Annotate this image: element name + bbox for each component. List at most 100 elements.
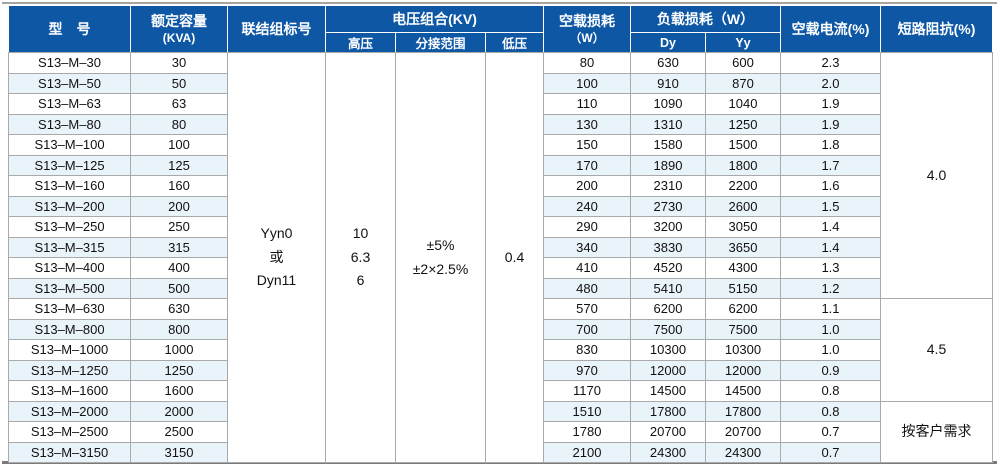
- cell-load-loss-dy: 1890: [630, 154, 706, 176]
- table-row: S13–M–2000 2000 1510 17800 17800 0.8 按客户…: [8, 400, 993, 463]
- cell-load-loss-yy: 2200: [705, 175, 781, 197]
- header-capacity-line1: 额定容量: [151, 13, 207, 30]
- cell-load-loss-dy: 5410: [630, 277, 706, 299]
- cell-noload-loss: 410: [543, 257, 631, 279]
- table-row: S13–M–63 63 110 1090 1040 1.9: [8, 93, 993, 115]
- cell-capacity: 630: [130, 298, 228, 320]
- cell-noload-current: 1.1: [780, 298, 881, 320]
- cell-noload-current: 1.8: [780, 134, 881, 156]
- table-body: S13–M–30 30 Yyn0 或 Dyn11 10 6.3 6 ±5% ±2…: [8, 52, 993, 463]
- cell-model: S13–M–2000: [8, 400, 131, 422]
- cell-load-loss-yy: 5150: [705, 277, 781, 299]
- cell-connection-group: Yyn0 或 Dyn11: [227, 52, 326, 463]
- cell-capacity: 30: [130, 52, 228, 74]
- cell-model: S13–M–30: [8, 52, 131, 74]
- header-noload-loss-line1: 空载损耗: [559, 13, 615, 30]
- cell-load-loss-yy: 4300: [705, 257, 781, 279]
- cell-load-loss-yy: 7500: [705, 318, 781, 340]
- cell-load-loss-dy: 2310: [630, 175, 706, 197]
- cell-noload-loss: 130: [543, 113, 631, 135]
- header-row-1: 型 号 额定容量 (KVA) 联结组标号 电压组合(KV) 空载损耗 （W） 负…: [8, 5, 993, 53]
- cell-capacity: 1000: [130, 339, 228, 361]
- header-tap-range: 分接范围: [395, 32, 486, 53]
- cell-noload-loss: 200: [543, 175, 631, 197]
- cell-load-loss-dy: 3830: [630, 236, 706, 258]
- cell-capacity: 100: [130, 134, 228, 156]
- cell-noload-current: 0.9: [780, 359, 881, 381]
- header-load-loss-dy: Dy: [630, 32, 706, 53]
- cell-high-voltage: 10 6.3 6: [325, 52, 396, 463]
- cell-noload-current: 2.3: [780, 52, 881, 74]
- cell-model: S13–M–2500: [8, 421, 131, 443]
- cell-load-loss-yy: 3650: [705, 236, 781, 258]
- cell-load-loss-dy: 20700: [630, 421, 706, 443]
- cell-tap-range: ±5% ±2×2.5%: [395, 52, 486, 463]
- cell-load-loss-yy: 1040: [705, 93, 781, 115]
- cell-capacity: 500: [130, 277, 228, 299]
- cell-noload-current: 0.7: [780, 441, 881, 463]
- cell-noload-loss: 100: [543, 72, 631, 94]
- cell-capacity: 200: [130, 195, 228, 217]
- cell-load-loss-dy: 1310: [630, 113, 706, 135]
- cell-model: S13–M–315: [8, 236, 131, 258]
- cell-noload-current: 1.2: [780, 277, 881, 299]
- cell-noload-loss: 80: [543, 52, 631, 74]
- table-bottom-border: [2, 461, 997, 464]
- cell-load-loss-dy: 910: [630, 72, 706, 94]
- cell-model: S13–M–200: [8, 195, 131, 217]
- cell-capacity: 315: [130, 236, 228, 258]
- header-model: 型 号: [8, 5, 131, 53]
- cell-noload-loss: 970: [543, 359, 631, 381]
- cell-model: S13–M–63: [8, 93, 131, 115]
- cell-capacity: 800: [130, 318, 228, 340]
- cell-noload-current: 1.9: [780, 113, 881, 135]
- cell-model: S13–M–800: [8, 318, 131, 340]
- header-connection-group: 联结组标号: [227, 5, 326, 53]
- cell-load-loss-yy: 14500: [705, 380, 781, 402]
- cell-load-loss-dy: 630: [630, 52, 706, 74]
- cell-load-loss-dy: 3200: [630, 216, 706, 238]
- cell-capacity: 250: [130, 216, 228, 238]
- cell-noload-loss: 240: [543, 195, 631, 217]
- cell-impedance-group-1: 4.0: [880, 52, 993, 299]
- table-row: S13–M–1000 1000 830 10300 10300 1.0: [8, 339, 993, 361]
- cell-load-loss-yy: 10300: [705, 339, 781, 361]
- header-noload-loss-line2: （W）: [569, 31, 605, 46]
- table-row: S13–M–250 250 290 3200 3050 1.4: [8, 216, 993, 238]
- cell-noload-loss: 830: [543, 339, 631, 361]
- header-capacity-line2: (KVA): [162, 31, 196, 46]
- cell-load-loss-yy: 600: [705, 52, 781, 74]
- cell-noload-loss: 570: [543, 298, 631, 320]
- cell-model: S13–M–80: [8, 113, 131, 135]
- cell-model: S13–M–500: [8, 277, 131, 299]
- cell-model: S13–M–1600: [8, 380, 131, 402]
- cell-noload-loss: 290: [543, 216, 631, 238]
- cell-noload-loss: 150: [543, 134, 631, 156]
- cell-load-loss-dy: 24300: [630, 441, 706, 463]
- cell-noload-loss: 1510: [543, 400, 631, 422]
- cell-noload-current: 1.5: [780, 195, 881, 217]
- cell-noload-current: 0.8: [780, 400, 881, 422]
- cell-noload-current: 1.9: [780, 93, 881, 115]
- header-load-loss: 负载损耗（W）: [630, 5, 781, 33]
- cell-capacity: 400: [130, 257, 228, 279]
- header-noload-current: 空载电流(%): [780, 5, 881, 53]
- table-row: S13–M–3150 3150 2100 24300 24300 0.7: [8, 441, 993, 463]
- cell-load-loss-dy: 4520: [630, 257, 706, 279]
- cell-noload-loss: 480: [543, 277, 631, 299]
- cell-impedance-group-3: 按客户需求: [880, 400, 993, 463]
- header-high-voltage: 高压: [325, 32, 396, 53]
- table-row: S13–M–800 800 700 7500 7500 1.0: [8, 318, 993, 340]
- cell-noload-loss: 1170: [543, 380, 631, 402]
- table-row: S13–M–500 500 480 5410 5150 1.2: [8, 277, 993, 299]
- cell-load-loss-yy: 20700: [705, 421, 781, 443]
- cell-capacity: 160: [130, 175, 228, 197]
- cell-capacity: 50: [130, 72, 228, 94]
- cell-load-loss-dy: 12000: [630, 359, 706, 381]
- header-low-voltage: 低压: [485, 32, 544, 53]
- cell-capacity: 2000: [130, 400, 228, 422]
- cell-model: S13–M–100: [8, 134, 131, 156]
- cell-load-loss-yy: 12000: [705, 359, 781, 381]
- cell-noload-current: 2.0: [780, 72, 881, 94]
